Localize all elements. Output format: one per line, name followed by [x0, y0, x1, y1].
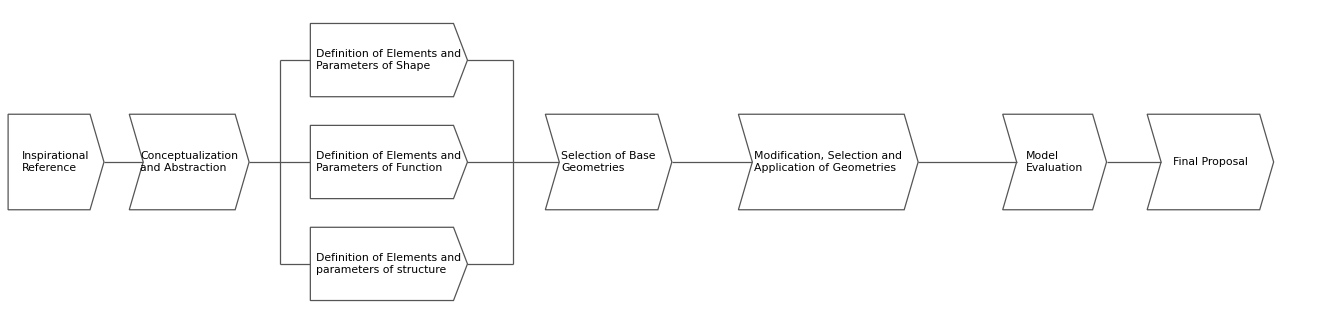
Polygon shape: [545, 114, 671, 210]
Polygon shape: [8, 114, 104, 210]
Text: Selection of Base
Geometries: Selection of Base Geometries: [562, 151, 656, 173]
Polygon shape: [310, 227, 468, 301]
Text: Inspirational
Reference: Inspirational Reference: [23, 151, 90, 173]
Polygon shape: [310, 23, 468, 97]
Text: Final Proposal: Final Proposal: [1173, 157, 1247, 167]
Text: Definition of Elements and
Parameters of Shape: Definition of Elements and Parameters of…: [317, 49, 461, 71]
Polygon shape: [1147, 114, 1274, 210]
Text: Modification, Selection and
Application of Geometries: Modification, Selection and Application …: [754, 151, 902, 173]
Text: Definition of Elements and
parameters of structure: Definition of Elements and parameters of…: [317, 253, 461, 275]
Text: Definition of Elements and
Parameters of Function: Definition of Elements and Parameters of…: [317, 151, 461, 173]
Polygon shape: [310, 125, 468, 199]
Polygon shape: [130, 114, 249, 210]
Text: Model
Evaluation: Model Evaluation: [1025, 151, 1083, 173]
Polygon shape: [1003, 114, 1107, 210]
Text: Conceptualization
and Abstraction: Conceptualization and Abstraction: [140, 151, 238, 173]
Polygon shape: [738, 114, 919, 210]
